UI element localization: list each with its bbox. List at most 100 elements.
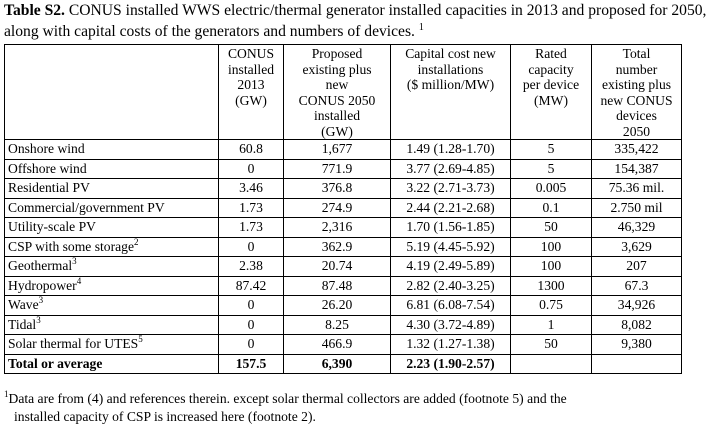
footnote-text-1: Data are from (4) and references therein… — [8, 391, 567, 406]
cell-cost: 1.49 (1.28-1.70) — [390, 139, 511, 160]
cell-rated: 1 — [510, 314, 592, 335]
cell-c2013: 157.5 — [218, 353, 284, 374]
cell-c2013: 0 — [218, 158, 284, 179]
cell-devices: 335,422 — [591, 139, 682, 160]
cell-cost: 6.81 (6.08-7.54) — [390, 295, 511, 316]
cell-cost: 1.32 (1.27-1.38) — [390, 334, 511, 355]
row-label-text: Total or average — [8, 355, 103, 371]
total-row: Total or average 157.5 6,390 2.23 (1.90-2.5… — [4, 353, 682, 374]
row-label-text: Residential PV — [8, 180, 90, 195]
cell-c2050: 87.48 — [283, 275, 391, 296]
cell-c2013: 2.38 — [218, 256, 284, 277]
cell-c2050: 6,390 — [283, 353, 391, 374]
column-header-2: Proposed existing plus new CONUS 2050 instal… — [283, 44, 391, 140]
cell-devices: 154,387 — [591, 158, 682, 179]
row-label: Geothermal3 — [4, 256, 219, 277]
row-label-text: Offshore wind — [8, 160, 87, 176]
row-footnote-mark: 4 — [76, 275, 82, 286]
cell-devices: 207 — [591, 256, 682, 277]
cell-c2050: 376.8 — [283, 178, 391, 199]
column-header-line: ($ million/MW) — [406, 77, 495, 92]
row-label-text: Tidal — [8, 316, 37, 332]
capacity-table: CONUS installed 2 0 1 3 (GW) Proposed existing p… — [4, 44, 682, 374]
cell-c2013: 1.73 — [218, 217, 284, 238]
cell-rated: 0.1 — [510, 197, 592, 218]
cell-c2050: 466.9 — [283, 334, 391, 355]
cell-cost: 4.19 (2.49-5.89) — [390, 256, 511, 277]
table-row: Geothermal3 2.38 20.74 4.19 (2.49-5.89) 100 2… — [4, 256, 682, 277]
column-header-line: devices — [616, 108, 657, 123]
cell-devices: 75.36 mil. — [591, 178, 682, 199]
caption-text: CONUS installed WWS electric/thermal gen… — [4, 2, 707, 40]
cell-c2013: 0 — [218, 334, 284, 355]
header-row: CONUS installed 2013 (GW) Proposed existing p… — [4, 44, 682, 140]
row-label: Solar thermal for UTES5 — [4, 334, 219, 355]
cell-cost: 1.70 (1.56-1.85) — [390, 217, 511, 238]
column-header-4: Rated capacity per device (MW) — [510, 44, 592, 140]
table-body: Onshore wind 60.8 1,677 1.49 (1.28-1.70) 5 33… — [4, 139, 682, 374]
column-header-line: installations — [417, 61, 484, 77]
cell-devices: 67.3 — [591, 275, 682, 296]
column-header-line: Rated — [535, 46, 567, 61]
row-label: Hydropower4 — [4, 275, 219, 296]
cell-c2050: 274.9 — [283, 197, 391, 218]
row-label: Commercial/government PV — [4, 197, 219, 218]
column-header-line: number — [615, 61, 658, 77]
table-row: Solar thermal for UTES5 0 466.9 1.32 (1.27-… — [4, 334, 682, 355]
cell-c2050: 1,677 — [283, 139, 391, 160]
cell-c2013: 87.42 — [218, 275, 284, 296]
caption-footnote-mark: 1 — [418, 21, 424, 33]
column-header-0 — [4, 44, 219, 140]
row-label: CSP with some storage2 — [4, 236, 219, 257]
cell-c2050: 26.20 — [283, 295, 391, 316]
table-row: Utility-scale PV 1.73 2,316 1.70 (1.56-1.85… — [4, 217, 682, 238]
table-row: Commercial/government PV 1.73 274.9 2.44 (2… — [4, 197, 682, 218]
table-row: Tidal3 0 8.25 4.30 (3.72-4.89) 1 8,082 — [4, 314, 682, 335]
row-label: Onshore wind — [4, 139, 219, 160]
column-header-line: Capital cost new — [405, 46, 496, 61]
row-footnote-mark: 2 — [134, 236, 139, 247]
column-header-line: CONUS 2050 — [298, 92, 376, 108]
cell-devices: 34,926 — [591, 295, 682, 316]
cell-c2050: 8.25 — [283, 314, 391, 335]
cell-rated: 50 — [510, 217, 592, 238]
column-header-line: CONUS — [227, 46, 275, 61]
cell-c2050: 362.9 — [283, 236, 391, 257]
column-header-line — [7, 46, 216, 62]
table-row: Wave3 0 26.20 6.81 (6.08-7.54) 0.75 34,926 — [4, 295, 682, 316]
row-label-text: Commercial/government PV — [8, 199, 165, 215]
row-footnote-mark: 3 — [38, 295, 44, 305]
row-label-text: Wave — [8, 297, 39, 312]
table-row: CSP with some storage2 0 362.9 5.19 (4.45-5… — [4, 236, 682, 257]
column-header-line: new — [325, 77, 349, 92]
table-row: Hydropower4 87.42 87.48 2.82 (2.40-3.25) 130… — [4, 275, 682, 296]
table-caption: Table S2. CONUS installed WWS electric/t… — [4, 0, 716, 42]
cell-cost: 3.22 (2.71-3.73) — [390, 178, 511, 199]
cell-c2050: 771.9 — [283, 158, 391, 179]
cell-devices: 3,629 — [591, 236, 682, 257]
row-label: Total or average — [4, 353, 219, 374]
column-header-line: existing plus — [601, 77, 672, 92]
cell-rated — [510, 353, 592, 374]
table-row: Residential PV 3.46 376.8 3.22 (2.71-3.73) 0… — [4, 178, 682, 199]
cell-c2013: 0 — [218, 236, 284, 257]
row-label: Tidal3 — [4, 314, 219, 335]
column-header-line: (MW) — [534, 92, 568, 108]
cell-devices — [591, 353, 682, 374]
column-header-3: Capital cost new installations ($ million/… — [390, 44, 511, 140]
row-label-text: Onshore wind — [8, 141, 85, 156]
row-label-text: Hydropower — [8, 277, 77, 293]
column-header-line: installed — [227, 61, 275, 77]
cell-rated: 5 — [510, 139, 592, 160]
column-header-5: Total number existing plus new CONUS devices… — [591, 44, 682, 140]
cell-rated: 1300 — [510, 275, 592, 296]
caption-label: Table S2. — [4, 2, 65, 19]
cell-c2013: 3.46 — [218, 178, 284, 199]
footnote-line-1: 1Data are from (4) and references therei… — [4, 390, 716, 408]
row-label-text: Utility-scale PV — [8, 219, 96, 234]
column-header-line: new CONUS — [600, 92, 673, 108]
cell-devices: 2.750 mil — [591, 197, 682, 218]
row-label: Utility-scale PV — [4, 217, 219, 238]
cell-c2013: 1.73 — [218, 197, 284, 218]
column-header-line: (GW) — [321, 123, 353, 139]
